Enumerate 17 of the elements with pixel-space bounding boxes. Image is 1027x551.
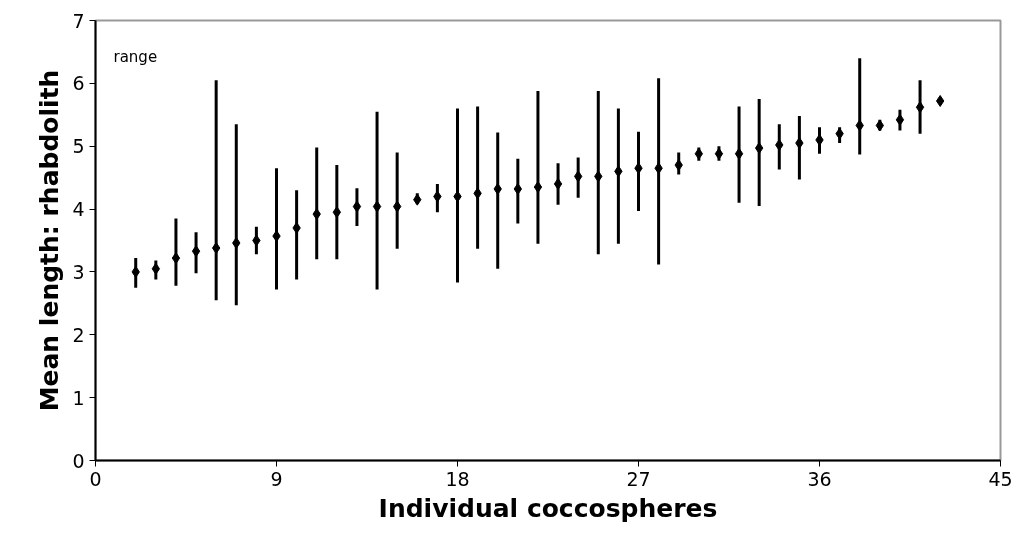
- y-tick-label: 3: [72, 260, 85, 283]
- x-tick-label: 0: [89, 467, 102, 490]
- x-tick-label: 36: [807, 467, 832, 490]
- x-axis-title: Individual coccospheres: [378, 493, 718, 523]
- x-tick-label: 18: [445, 467, 470, 490]
- y-tick-label: 2: [72, 323, 85, 346]
- y-tick-label: 6: [72, 72, 85, 95]
- annotation: range: [113, 47, 158, 66]
- y-tick-label: 4: [72, 198, 85, 221]
- y-tick-label: 1: [72, 386, 85, 409]
- y-tick-label: 7: [72, 9, 85, 32]
- y-axis-title: Mean length: rhabdolith: [35, 69, 65, 412]
- x-tick-label: 27: [626, 467, 651, 490]
- x-tick-label: 9: [270, 467, 283, 490]
- y-tick-label: 5: [72, 135, 85, 158]
- y-tick-label: 0: [72, 449, 85, 472]
- x-tick-label: 45: [988, 467, 1013, 490]
